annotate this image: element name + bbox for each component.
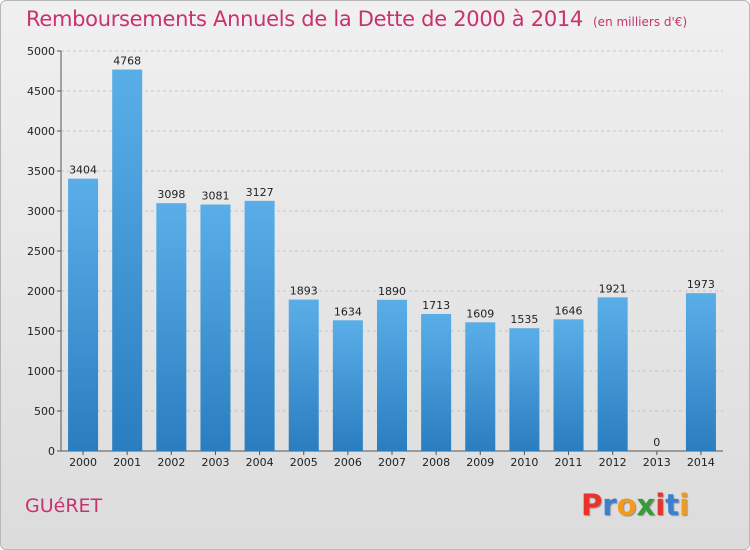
x-tick-label: 2010 — [510, 456, 538, 469]
x-tick-label: 2004 — [246, 456, 274, 469]
data-label-2002: 3098 — [157, 188, 185, 201]
bar-2011 — [553, 319, 584, 451]
x-tick-label: 2005 — [290, 456, 318, 469]
y-tick-label: 4500 — [27, 85, 55, 98]
x-tick-label: 2011 — [555, 456, 583, 469]
bar-2000 — [68, 178, 99, 451]
logo-letter: o — [616, 488, 637, 522]
bar-2008 — [421, 313, 452, 451]
x-tick-label: 2008 — [422, 456, 450, 469]
y-tick-label: 1500 — [27, 325, 55, 338]
proxiti-logo: Proxiti — [581, 488, 689, 522]
logo-letter: i — [655, 488, 666, 522]
y-tick-label: 4000 — [27, 125, 55, 138]
y-tick-label: 3000 — [27, 205, 55, 218]
y-tick-label: 0 — [48, 445, 55, 458]
data-label-2011: 1646 — [555, 304, 583, 317]
x-tick-label: 2003 — [201, 456, 229, 469]
bar-2009 — [465, 322, 496, 451]
logo-letter: x — [636, 488, 656, 522]
data-label-2010: 1535 — [510, 313, 538, 326]
bars — [68, 69, 716, 451]
bar-2004 — [244, 200, 275, 451]
y-tick-label: 5000 — [27, 45, 55, 58]
data-label-2003: 3081 — [201, 190, 229, 203]
data-label-2012: 1921 — [599, 282, 627, 295]
labels: 0 500 1000 1500 2000 2500 3000 3500 4000 4500 5000… — [27, 45, 715, 469]
bar-2003 — [200, 204, 231, 451]
x-tick-label: 2012 — [599, 456, 627, 469]
x-tick-label: 2002 — [157, 456, 185, 469]
x-tick-label: 2013 — [643, 456, 671, 469]
commune-name: GUéRET — [25, 495, 103, 517]
bar-2007 — [376, 299, 408, 451]
data-label-2004: 3127 — [246, 186, 274, 199]
x-tick-label: 2014 — [687, 456, 715, 469]
logo-letter: t — [665, 488, 680, 522]
y-tick-label: 1000 — [27, 365, 55, 378]
bar-2014 — [685, 293, 716, 451]
y-tick-label: 3500 — [27, 165, 55, 178]
bar-2006 — [332, 320, 363, 451]
chart-subtitle: (en milliers d'€) — [593, 15, 688, 29]
x-tick-label: 2000 — [69, 456, 97, 469]
x-tick-label: 2007 — [378, 456, 406, 469]
y-tick-label: 2000 — [27, 285, 55, 298]
data-label-2005: 1893 — [290, 285, 318, 298]
y-tick-label: 500 — [34, 405, 55, 418]
bar-2001 — [112, 69, 143, 451]
logo-letter: i — [679, 488, 690, 522]
data-label-2013: 0 — [653, 436, 660, 449]
data-label-2006: 1634 — [334, 305, 362, 318]
logo-letter: r — [602, 488, 617, 522]
data-label-2001: 4768 — [113, 55, 141, 68]
bar-2010 — [509, 328, 540, 451]
chart-title-text: Remboursements Annuels de la Dette de 20… — [26, 7, 583, 31]
chart-title: Remboursements Annuels de la Dette de 20… — [26, 7, 687, 31]
logo-letter: P — [581, 488, 603, 522]
y-tick-label: 2500 — [27, 245, 55, 258]
x-tick-label: 2001 — [113, 456, 141, 469]
data-label-2008: 1713 — [422, 299, 450, 312]
bar-2005 — [288, 299, 319, 451]
data-label-2009: 1609 — [466, 307, 494, 320]
bar-2012 — [597, 297, 628, 451]
bar-2002 — [156, 203, 187, 451]
x-tick-label: 2006 — [334, 456, 362, 469]
data-label-2000: 3404 — [69, 164, 97, 177]
data-label-2014: 1973 — [687, 278, 715, 291]
data-label-2007: 1890 — [378, 285, 406, 298]
x-tick-label: 2009 — [466, 456, 494, 469]
